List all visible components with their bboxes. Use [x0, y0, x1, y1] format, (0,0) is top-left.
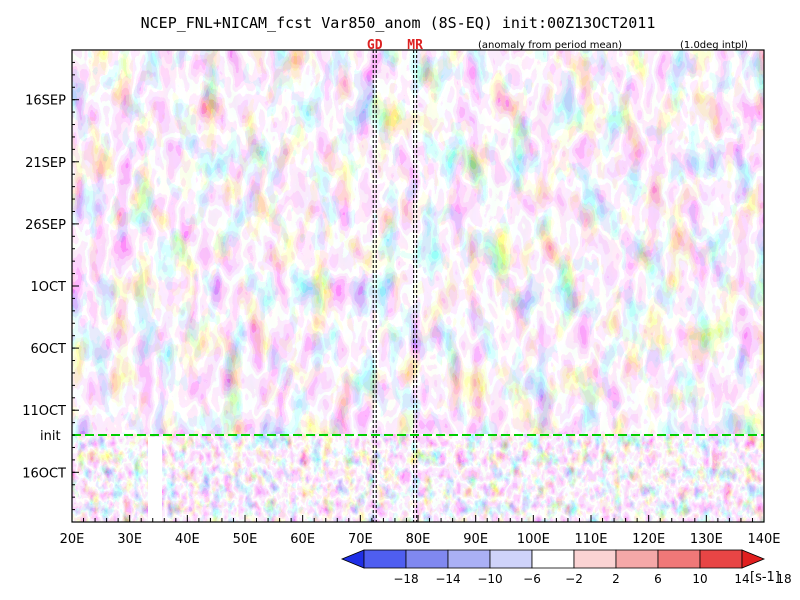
x-tick-label: 120E: [632, 532, 665, 547]
colorbar-swatch: [531, 549, 575, 569]
colorbar-swatch: [699, 549, 743, 569]
anomaly-field-reanalysis: [72, 50, 764, 434]
x-tick-label: 90E: [463, 532, 488, 547]
chart-subtitle-left: (anomaly from period mean): [478, 40, 622, 51]
colorbar-min-extension: [340, 549, 365, 569]
colorbar-label: −14: [435, 572, 460, 586]
colorbar-label: −6: [523, 572, 541, 586]
x-tick-label: 130E: [690, 532, 723, 547]
y-tick-label: 1OCT: [30, 280, 66, 295]
colorbar-max-extension: [741, 549, 766, 569]
colorbar-label: 18: [776, 572, 791, 586]
colorbar-swatch: [657, 549, 701, 569]
x-tick-label: 50E: [233, 532, 258, 547]
y-tick-label: 26SEP: [25, 218, 66, 233]
y-tick-label: 21SEP: [25, 156, 66, 171]
colorbar-swatch: [405, 549, 449, 569]
colorbar-swatch: [363, 549, 407, 569]
colorbar-swatch: [573, 549, 617, 569]
init-label: init: [40, 429, 61, 444]
chart-title: NCEP_FNL+NICAM_fcst Var850_anom (8S-EQ) …: [141, 14, 656, 32]
y-axis: 16SEP 21SEP 26SEP 1OCT 6OCT 11OCT 16OCT: [22, 49, 79, 523]
y-tick-label: 16SEP: [25, 94, 66, 109]
colorbar-label: 14: [734, 572, 749, 586]
plot-area: [72, 50, 764, 522]
y-tick-label: 6OCT: [30, 342, 66, 357]
colorbar-label: 6: [654, 572, 662, 586]
colorbar-label: −2: [565, 572, 583, 586]
x-tick-label: 100E: [517, 532, 550, 547]
missing-data-gap: [148, 437, 162, 522]
colorbar-unit: [s-1]: [750, 570, 780, 585]
anomaly-field-forecast: [72, 434, 764, 522]
chart-subtitle-right: (1.0deg intpl): [680, 40, 748, 51]
colorbar-label: −10: [477, 572, 502, 586]
x-tick-label: 70E: [348, 532, 373, 547]
colorbar-swatch: [447, 549, 491, 569]
x-tick-label: 60E: [290, 532, 315, 547]
x-tick-label: 20E: [60, 532, 85, 547]
colorbar: −18 −14 −10 −6 −2 2 6 10 14 18: [340, 549, 792, 586]
x-tick-label: 140E: [747, 532, 780, 547]
x-tick-label: 40E: [175, 532, 200, 547]
colorbar-label: 10: [692, 572, 707, 586]
x-tick-label: 80E: [406, 532, 431, 547]
marker-label-mr: MR: [407, 38, 423, 53]
x-tick-label: 110E: [574, 532, 607, 547]
colorbar-swatch: [615, 549, 659, 569]
colorbar-label: 2: [612, 572, 620, 586]
colorbar-label: −18: [393, 572, 418, 586]
y-tick-label: 16OCT: [22, 466, 66, 481]
x-tick-label: 30E: [117, 532, 142, 547]
x-axis: 20E 30E 40E 50E 60E 70E 80E 90E 100E 110E 120E 130E…: [60, 515, 781, 547]
y-tick-label: 11OCT: [22, 404, 66, 419]
colorbar-swatch: [489, 549, 533, 569]
marker-label-gd: GD: [367, 38, 383, 53]
